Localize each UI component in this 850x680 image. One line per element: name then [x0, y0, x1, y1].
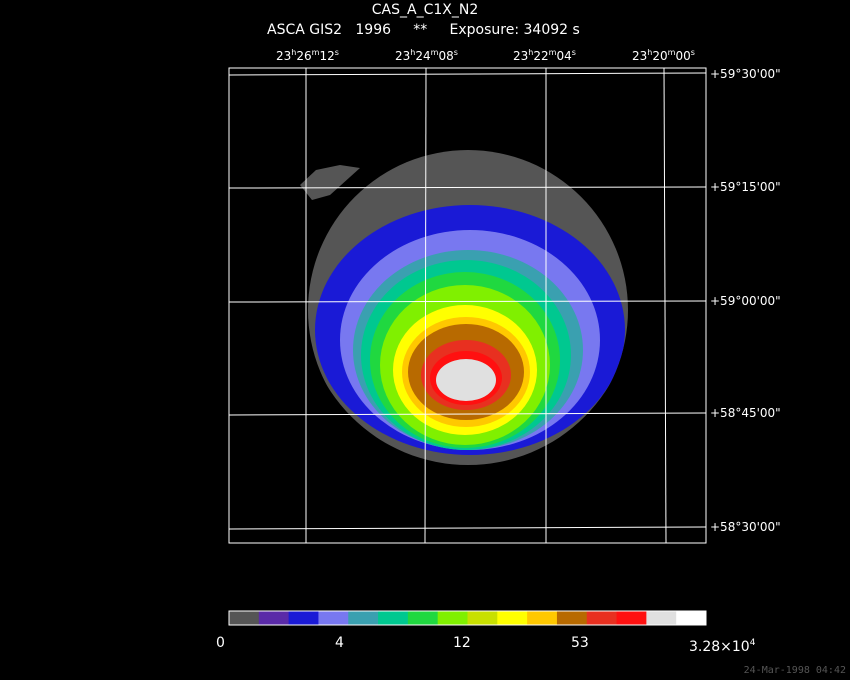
ra-tick-label: 23h26m12s [276, 48, 339, 63]
ra-grid-line [663, 67, 667, 544]
color-scale-swatch [288, 611, 319, 625]
timestamp: 24-Mar-1998 04:42 [743, 665, 846, 676]
emission-level-peak [436, 359, 496, 401]
color-scale-label: 12 [453, 635, 471, 651]
dec-grid-line [228, 186, 707, 189]
ra-grid-line [424, 67, 427, 544]
dec-grid-line [228, 72, 707, 76]
color-scale-swatch [437, 611, 468, 625]
dec-tick-label: +59°15'00" [710, 180, 781, 194]
dec-tick-label: +59°00'00" [710, 294, 781, 308]
color-scale-swatch [318, 611, 349, 625]
emission-map [308, 150, 628, 465]
dec-grid-line [228, 412, 707, 416]
color-scale-swatch [676, 611, 707, 625]
dec-tick-label: +58°45'00" [710, 406, 781, 420]
color-scale-label-max: 3.28×104 [689, 638, 756, 655]
image-title: CAS_A_C1X_N2 [371, 2, 479, 18]
color-scale-label: 53 [571, 635, 589, 651]
color-scale-swatch [646, 611, 677, 625]
color-scale-label: 4 [335, 635, 344, 651]
dec-grid-line [228, 300, 707, 303]
color-scale-swatch [556, 611, 588, 625]
color-scale-frame [228, 610, 707, 626]
color-scale-bar [229, 611, 707, 625]
dec-tick-label: +58°30'00" [710, 520, 781, 534]
ra-tick-label: 23h24m08s [395, 48, 458, 63]
image-subtitle: ASCA GIS2 1996 ** Exposure: 34092 s [267, 22, 580, 38]
dec-grid-line [228, 526, 707, 530]
color-scale-swatch [378, 611, 409, 625]
ra-tick-label: 23h20m00s [632, 48, 695, 63]
color-scale-swatch [467, 611, 498, 625]
image-frame [228, 67, 707, 544]
color-scale-label: 0 [216, 635, 225, 651]
color-scale-swatch [258, 611, 290, 625]
color-scale-swatch [497, 611, 528, 625]
dec-tick-label: +59°30'00" [710, 67, 781, 81]
color-scale-swatch [616, 611, 647, 625]
coordinate-grid [228, 67, 707, 544]
ra-tick-label: 23h22m04s [513, 48, 576, 63]
color-scale-swatch [229, 611, 260, 625]
color-scale-swatch [586, 611, 618, 625]
color-scale-swatch [348, 611, 379, 625]
color-scale-swatch [527, 611, 558, 625]
color-scale-swatch [407, 611, 439, 625]
emission-fragment [300, 165, 360, 200]
